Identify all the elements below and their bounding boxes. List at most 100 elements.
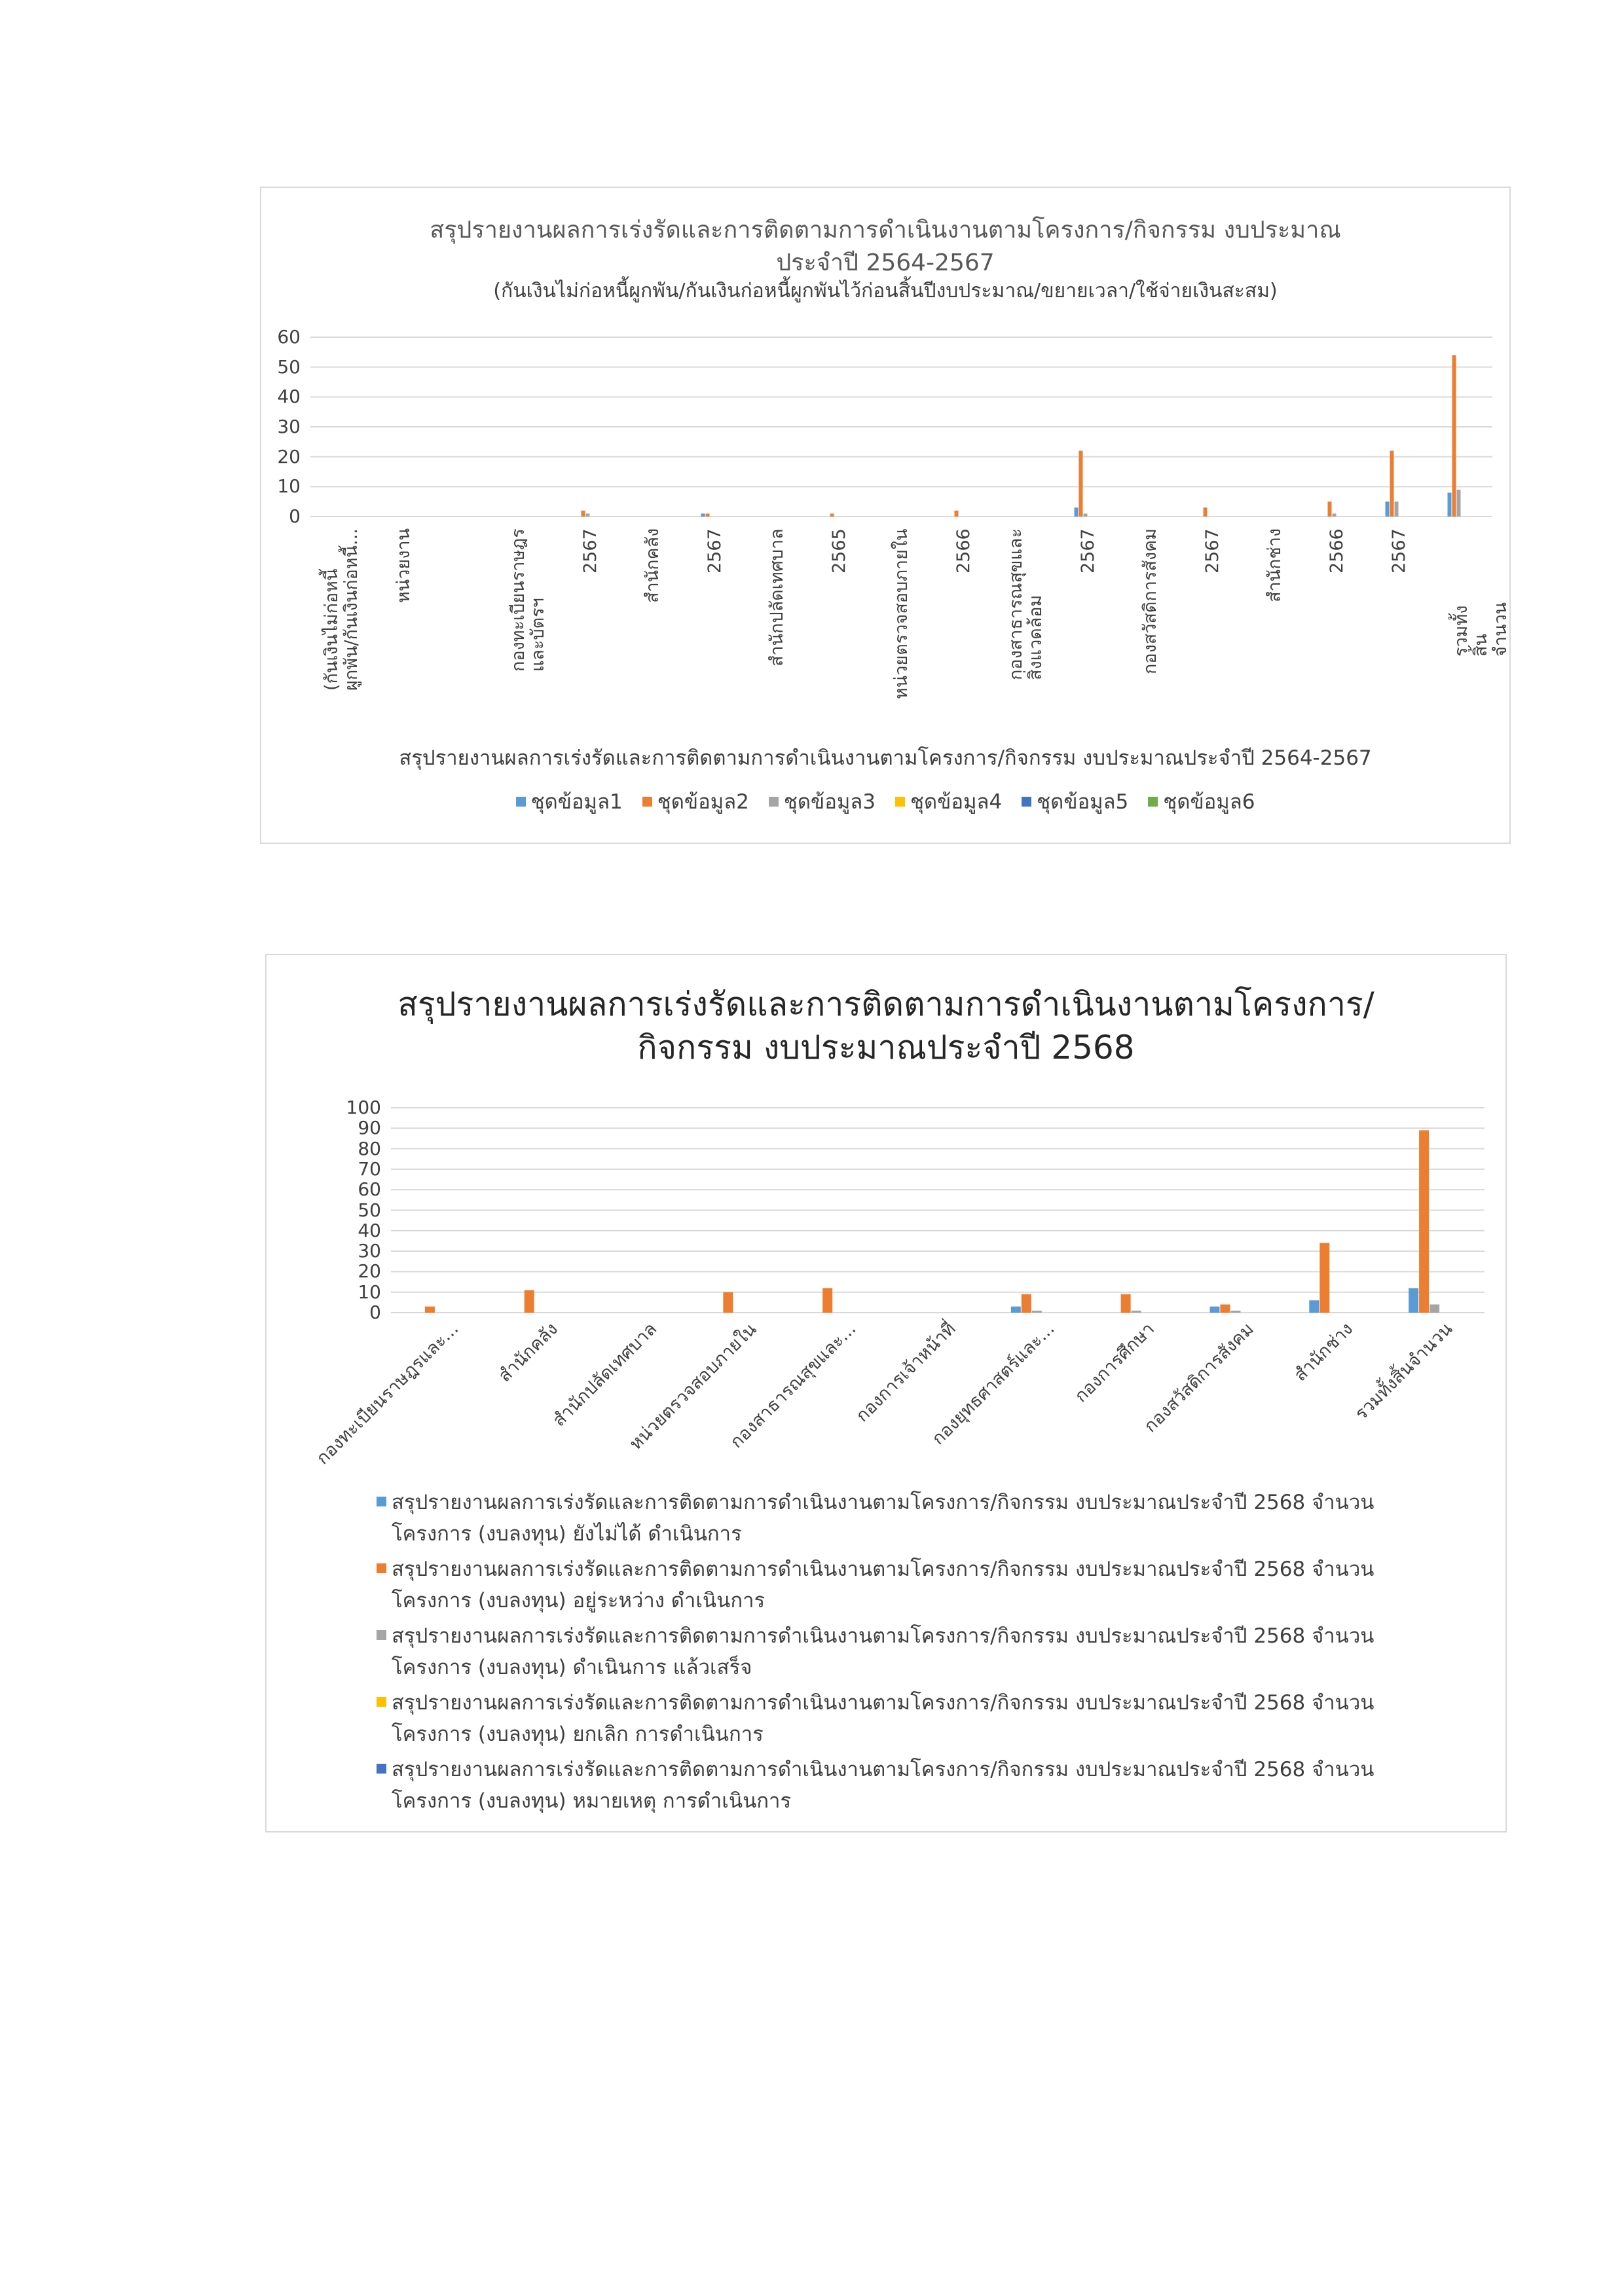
chart-title: สรุปรายงานผลการเร่งรัดและการติดตามการดำเ… [430, 217, 1341, 276]
legend-item: ชุดข้อมูล1 [515, 785, 623, 818]
y-tick-label: 40 [277, 386, 301, 408]
y-tick-label: 60 [277, 326, 301, 348]
chart-plot-area [391, 1107, 1485, 1313]
legend-label: สรุปรายงานผลการเร่งรัดและการติดตามการดำเ… [392, 1558, 1375, 1613]
bar-2-6 [1021, 1294, 1031, 1313]
bar-3-16 [1332, 513, 1337, 517]
y-tick-label: 50 [358, 1199, 381, 1221]
y-tick-label: 10 [277, 475, 301, 498]
bar-2-8 [1220, 1304, 1230, 1313]
legend-label: สรุปรายงานผลการเร่งรัดและการติดตามการดำเ… [392, 1691, 1375, 1746]
legend-label: สรุปรายงานผลการเร่งรัดและการติดตามการดำเ… [392, 1624, 1375, 1679]
bar-1-12 [1074, 507, 1079, 517]
legend-item: สรุปรายงานผลการเร่งรัดและการติดตามการดำเ… [377, 1687, 1477, 1750]
bar-3-12 [1083, 513, 1088, 517]
legend-item: ชุดข้อมูล4 [895, 785, 1002, 818]
bar-2-7 [1120, 1294, 1131, 1313]
chart-title: สรุปรายงานผลการเร่งรัดและการติดตามการดำเ… [397, 985, 1375, 1066]
x-tick-label: 2567 [704, 528, 725, 574]
legend-swatch [515, 796, 526, 807]
x-tick-label: กองสวัสดิการสังคม [1139, 528, 1160, 674]
bar-1-10 [1409, 1288, 1419, 1313]
legend-label: สรุปรายงานผลการเร่งรัดและการติดตามการดำเ… [392, 1758, 1375, 1813]
legend-label: ชุดข้อมูล1 [530, 790, 623, 814]
bar-1-9 [1309, 1300, 1320, 1313]
y-tick-label: 40 [358, 1219, 381, 1241]
y-tick-label: 20 [277, 445, 301, 467]
bar-2-9 [1320, 1243, 1330, 1313]
bar-1-18 [1447, 492, 1452, 517]
bar-2-0 [424, 1306, 435, 1313]
legend-label: ชุดข้อมูล6 [1163, 790, 1255, 814]
x-tick-label: สำนักช่าง [1264, 528, 1285, 602]
x-tick-label: กองทะเบียนราษฎร และบัตรฯ [507, 528, 548, 672]
bar-2-10 [954, 510, 959, 517]
x-tick-label: กองสาธารณสุขและ สิ่งแวดล้อม [1005, 528, 1046, 680]
legend-swatch [1148, 796, 1158, 807]
legend-swatch [377, 1630, 386, 1640]
x-tick-label: สำนักคลัง [642, 528, 663, 603]
chart-panel-2564-2567: สรุปรายงานผลการเร่งรัดและการติดตามการดำเ… [260, 187, 1511, 844]
bar-3-6 [1031, 1310, 1042, 1313]
bar-3-18 [1456, 489, 1461, 517]
legend-label: สรุปรายงานผลการเร่งรัดและการติดตามการดำเ… [392, 1491, 1375, 1546]
bar-1-6 [701, 513, 705, 517]
bar-3-10 [1430, 1304, 1440, 1313]
x-axis-title: สรุปรายงานผลการเร่งรัดและการติดตามการดำเ… [399, 746, 1372, 770]
chart-plot-area [310, 337, 1492, 517]
legend-swatch [642, 796, 652, 807]
y-tick-label: 20 [358, 1260, 381, 1283]
chart-panel-2568: สรุปรายงานผลการเร่งรัดและการติดตามการดำเ… [265, 954, 1507, 1832]
legend-swatch [377, 1697, 386, 1707]
bar-2-16 [1327, 501, 1332, 517]
bar-1-17 [1385, 501, 1390, 517]
legend-swatch [377, 1497, 386, 1506]
bar-3-7 [1131, 1310, 1141, 1313]
chart-legend: สรุปรายงานผลการเร่งรัดและการติดตามการดำเ… [377, 1487, 1477, 1821]
y-tick-label: 50 [277, 355, 301, 378]
legend-swatch [895, 796, 905, 807]
chart-subtitle: (กันเงินไม่ก่อหนี้ผูกพัน/กันเงินก่อหนี้ผ… [493, 280, 1278, 302]
y-tick-label: 0 [369, 1302, 381, 1323]
x-tick-label: 2565 [828, 528, 849, 574]
bar-2-3 [723, 1292, 733, 1313]
x-tick-label: (กันเงินไม่ก่อหนี้ ผูกพัน/กันเงินก่อหนี้… [321, 528, 361, 691]
legend-swatch [1022, 796, 1032, 807]
bar-2-4 [581, 510, 585, 517]
legend-item: ชุดข้อมูล2 [642, 785, 749, 818]
y-tick-label: 90 [358, 1117, 381, 1139]
legend-swatch [377, 1563, 386, 1573]
bar-3-17 [1394, 501, 1399, 517]
legend-item: สรุปรายงานผลการเร่งรัดและการติดตามการดำเ… [377, 1487, 1477, 1550]
legend-item: สรุปรายงานผลการเร่งรัดและการติดตามการดำเ… [377, 1554, 1477, 1616]
legend-item: ชุดข้อมูล5 [1022, 785, 1128, 818]
legend-label: ชุดข้อมูล5 [1037, 790, 1129, 814]
x-tick-label: 2567 [1202, 528, 1223, 574]
legend-item: สรุปรายงานผลการเร่งรัดและการติดตามการดำเ… [377, 1754, 1477, 1817]
legend-label: ชุดข้อมูล2 [657, 790, 749, 814]
bar-2-6 [705, 513, 710, 517]
legend-item: ชุดข้อมูล3 [768, 785, 876, 818]
y-tick-label: 30 [358, 1240, 381, 1262]
bar-2-1 [524, 1290, 534, 1313]
bar-3-8 [1230, 1310, 1241, 1313]
x-tick-label: สำนักปลัดเทศบาล [766, 528, 787, 666]
x-tick-label: 2567 [1077, 528, 1098, 574]
x-tick-label: 2566 [953, 528, 974, 574]
x-tick-label: 2567 [1388, 528, 1409, 574]
y-tick-label: 100 [346, 1097, 381, 1118]
y-tick-label: 70 [358, 1157, 381, 1180]
bar-2-8 [830, 513, 834, 517]
x-tick-label: รวมทั้งสิ้นจำนวน [1450, 602, 1511, 657]
bar-2-18 [1452, 355, 1456, 517]
bar-2-12 [1079, 450, 1083, 517]
x-tick-label: หน่วยงาน [393, 528, 414, 603]
legend-swatch [768, 796, 779, 807]
x-tick-label: 2567 [580, 528, 600, 574]
legend-label: ชุดข้อมูล4 [910, 790, 1003, 814]
legend-swatch [377, 1764, 386, 1774]
y-tick-label: 0 [289, 505, 301, 527]
bar-2-17 [1390, 450, 1394, 517]
chart-legend: ชุดข้อมูล1 ชุดข้อมูล2 ชุดข้อมูล3 ชุดข้อมูล4… [261, 785, 1509, 818]
bar-2-10 [1419, 1130, 1430, 1313]
